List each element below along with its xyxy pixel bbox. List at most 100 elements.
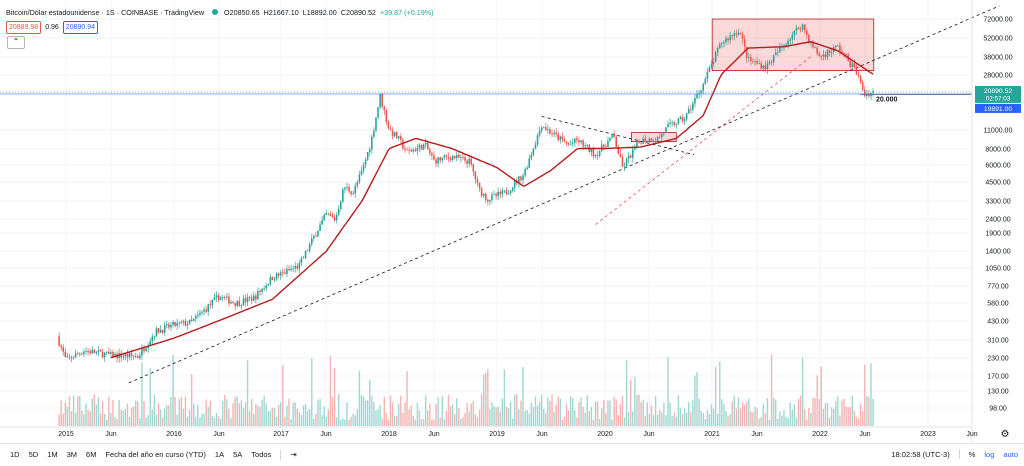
candle-body: [362, 164, 365, 171]
candle-body: [627, 155, 630, 159]
candle-body: [665, 126, 667, 133]
price-chart[interactable]: 20.000 72000.00 52000.00 38000.00 28000.00 2…: [0, 0, 1024, 443]
price-tick-label: 4500.00: [985, 180, 1010, 187]
volume-bar: [209, 401, 211, 426]
volume-bar: [640, 401, 642, 426]
candle-body: [704, 78, 707, 84]
range-1y[interactable]: 1A: [214, 450, 225, 459]
volume-bar: [451, 404, 454, 426]
candle-body: [793, 30, 796, 36]
volume-bar: [155, 414, 158, 426]
chart-annotations[interactable]: 20.000: [128, 5, 1000, 384]
volume-bar: [493, 406, 495, 426]
volume-bar: [656, 414, 659, 426]
candle-body: [302, 257, 305, 259]
divider: [958, 449, 960, 459]
volume-bar: [217, 416, 220, 426]
chart-overlay: [0, 91, 972, 95]
candle-body: [623, 165, 626, 167]
candle-body: [412, 149, 415, 152]
candle-body: [868, 93, 870, 97]
candle-body: [584, 145, 586, 147]
candle-body: [870, 93, 872, 97]
volume-bar: [706, 410, 709, 426]
volume-bar: [559, 398, 562, 426]
time-tick-label: 2022: [812, 431, 828, 438]
volume-bar: [441, 395, 443, 426]
volume-bar: [671, 415, 673, 426]
volume-bar: [696, 371, 698, 426]
volume-bar: [321, 415, 323, 426]
volume-bar: [292, 402, 294, 426]
go-to-date-icon[interactable]: ⇥: [290, 450, 297, 459]
candle-body: [816, 47, 818, 54]
range-all[interactable]: Todos: [251, 450, 272, 459]
volume-bar: [569, 396, 572, 426]
volume-bar: [238, 403, 240, 426]
percent-scale-toggle[interactable]: %: [968, 449, 976, 459]
volume-bar: [681, 414, 684, 426]
range-5d[interactable]: 5D: [28, 450, 39, 459]
time-axis[interactable]: 2015 Jun 2016 Jun 2017 Jun 2018 Jun 2019 Jun 2020 J…: [58, 431, 978, 438]
gear-icon[interactable]: ⚙: [1000, 429, 1010, 440]
volume-bar: [174, 397, 176, 426]
sell-price-button[interactable]: 20889.98: [6, 21, 42, 34]
volume-bar: [466, 402, 468, 426]
volume-bar: [168, 405, 170, 426]
volume-bar: [789, 402, 791, 426]
candle-body: [157, 328, 160, 333]
collapse-legend-button[interactable]: ⌃: [7, 36, 25, 49]
volume-bar: [460, 418, 462, 426]
volume-bar: [642, 399, 644, 426]
candle-body: [822, 54, 825, 57]
candle-body: [149, 341, 152, 346]
volume-bar: [476, 417, 479, 426]
volume-bar: [346, 402, 348, 426]
candle-body: [400, 136, 402, 140]
volume-bar: [615, 399, 617, 426]
volume-bar: [617, 414, 620, 426]
price-tick-label: 1400.00: [985, 249, 1010, 256]
auto-scale-toggle[interactable]: auto: [1003, 449, 1018, 459]
volume-bar: [741, 402, 744, 426]
candle-body: [112, 351, 114, 358]
log-scale-toggle[interactable]: log: [984, 449, 995, 459]
volume-bar: [526, 409, 528, 426]
volume-bar: [754, 406, 756, 426]
candle-body: [553, 132, 555, 135]
candle-body: [863, 89, 866, 96]
candle-body: [263, 288, 265, 290]
candle-body: [259, 290, 261, 293]
candle-body: [337, 209, 340, 215]
candle-body: [443, 155, 446, 158]
trendline-drawing: [541, 115, 695, 156]
volume-bar: [584, 412, 586, 426]
volume-bar: [516, 394, 518, 426]
volume-bar: [748, 398, 750, 426]
volume-bar: [404, 402, 406, 426]
candle-body: [497, 192, 499, 197]
buy-price-button[interactable]: 20890.94: [62, 21, 99, 34]
candle-body: [122, 356, 125, 358]
volume-bar: [849, 406, 851, 426]
range-3m[interactable]: 3M: [66, 450, 78, 459]
candle-body: [325, 213, 328, 216]
range-1m[interactable]: 1M: [47, 450, 58, 459]
range-5y[interactable]: 5A: [233, 450, 243, 459]
symbol-title[interactable]: Bitcoin/Dólar estadounidense · 1S · COIN…: [6, 7, 205, 17]
timezone-clock[interactable]: 18:02:58 (UTC-3): [891, 449, 950, 459]
range-1d[interactable]: 1D: [10, 450, 20, 459]
candle-body: [598, 151, 601, 157]
candle-body: [683, 119, 686, 121]
candle-body: [201, 311, 203, 313]
price-tick-label: 8000.00: [985, 147, 1010, 154]
range-ytd[interactable]: Fecha del año en curso (YTD): [105, 450, 206, 459]
candle-body: [371, 136, 373, 150]
volume-bar: [775, 399, 777, 426]
volume-bar: [335, 417, 338, 426]
range-6m[interactable]: 6M: [86, 450, 97, 459]
candle-body: [648, 138, 651, 142]
volume-bar: [638, 394, 640, 426]
volume-bar: [197, 404, 199, 426]
volume-bar: [582, 406, 584, 426]
